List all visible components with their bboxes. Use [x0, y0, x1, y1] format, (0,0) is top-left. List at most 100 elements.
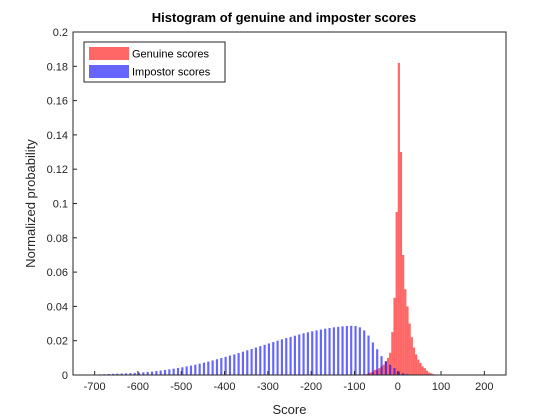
x-tick-label: -500 [170, 381, 192, 393]
histogram-bar [402, 373, 405, 375]
histogram-bar [397, 62, 400, 376]
series-impostor-bars [94, 325, 409, 375]
histogram-bar [386, 357, 390, 375]
histogram-bar [428, 372, 431, 375]
histogram-bar [311, 331, 314, 375]
histogram-bar [350, 325, 353, 375]
histogram-bar [220, 358, 223, 375]
histogram-bar [397, 371, 400, 375]
x-tick-label: 0 [395, 381, 401, 393]
y-tick-label: 0.18 [47, 61, 68, 73]
histogram-bar [189, 365, 193, 375]
histogram-bar [380, 356, 383, 375]
histogram-bar [423, 368, 426, 375]
y-tick-label: 0.16 [47, 96, 68, 108]
histogram-bar [367, 335, 370, 375]
x-tick-label: -600 [127, 381, 149, 393]
histogram-bar [267, 343, 271, 375]
x-tick-label: -700 [84, 381, 106, 393]
histogram-bar [389, 352, 392, 375]
legend-swatch-genuine [89, 47, 129, 60]
histogram-bar [419, 363, 422, 375]
histogram-bar [393, 368, 396, 375]
histogram-bar [430, 373, 433, 375]
histogram-bar [315, 330, 318, 375]
plot-area [72, 31, 507, 376]
histogram-bar [172, 368, 175, 375]
y-tick-label: 0.14 [47, 130, 68, 142]
histogram-bar [224, 356, 227, 375]
histogram-bar [215, 359, 219, 375]
histogram-bar [328, 328, 331, 375]
histogram-bar [393, 297, 396, 375]
histogram-bar [181, 367, 184, 375]
histogram-bar [319, 329, 322, 375]
y-tick-label: 0.02 [47, 336, 68, 348]
histogram-bar [404, 289, 407, 375]
histogram-bar [116, 373, 119, 375]
y-tick-label: 0.1 [53, 199, 68, 211]
histogram-bar [298, 334, 301, 375]
y-tick-label: 0.06 [47, 267, 68, 279]
histogram-bar [378, 368, 381, 375]
histogram-bar [233, 354, 236, 375]
histogram-bar [150, 371, 154, 375]
histogram-bar [159, 370, 162, 375]
histogram-bar [391, 332, 394, 376]
histogram-bar [337, 326, 340, 375]
x-tick-label: -200 [300, 381, 322, 393]
axes-background [73, 32, 506, 375]
histogram-bar [395, 212, 398, 375]
histogram-bar [185, 366, 188, 375]
histogram-bar [285, 338, 288, 375]
y-tick-label: 0.12 [47, 164, 68, 176]
x-tick-label: 200 [475, 381, 493, 393]
histogram-bar [402, 254, 405, 375]
histogram-bar [202, 362, 206, 375]
histogram-bar [146, 371, 149, 375]
histogram-bar [415, 354, 418, 375]
histogram-bar [120, 373, 123, 375]
histogram-bar [237, 353, 240, 375]
histogram-bar [272, 342, 275, 375]
x-axis-title: Score [273, 402, 307, 417]
histogram-bar [421, 366, 424, 375]
histogram-bar [241, 351, 245, 375]
legend-label-genuine: Genuine scores [132, 49, 210, 61]
histogram-bar [369, 372, 372, 375]
histogram-bar [412, 347, 416, 375]
histogram-bar [354, 325, 357, 375]
histogram-bars [94, 62, 435, 376]
histogram-bar [163, 369, 167, 375]
histogram-bar [142, 372, 145, 375]
histogram-bar [345, 325, 348, 375]
x-tick-label: 100 [432, 381, 450, 393]
histogram-bar [263, 344, 266, 375]
legend-label-impostor: Impostor scores [132, 67, 211, 79]
histogram-bar [371, 342, 374, 375]
histogram-bar [410, 337, 413, 375]
histogram-bar [211, 360, 214, 375]
histogram-bar [133, 372, 136, 375]
x-tick-label: -100 [343, 381, 365, 393]
y-tick-label: 0.2 [53, 27, 68, 39]
histogram-bar [324, 328, 327, 375]
histogram-bar [246, 350, 249, 375]
series-genuine-bars [365, 62, 435, 376]
histogram-bar [137, 372, 141, 375]
histogram-bar [384, 361, 387, 375]
histogram-bar [363, 330, 366, 375]
histogram-bar [376, 349, 379, 375]
histogram-bar [332, 327, 335, 375]
y-axis-ticks: 0 0.02 0.04 0.06 0.08 0.1 0.12 0.14 0.16 0.18 0.2 [47, 27, 77, 382]
histogram-bar [250, 348, 253, 375]
histogram-bar [228, 355, 232, 375]
histogram-bar [341, 326, 344, 375]
histogram-bar [289, 336, 292, 375]
histogram-bar [399, 152, 403, 375]
y-tick-label: 0.08 [47, 233, 68, 245]
y-tick-label: 0.04 [47, 301, 68, 313]
histogram-bar [155, 371, 158, 375]
histogram-bar [408, 323, 411, 375]
